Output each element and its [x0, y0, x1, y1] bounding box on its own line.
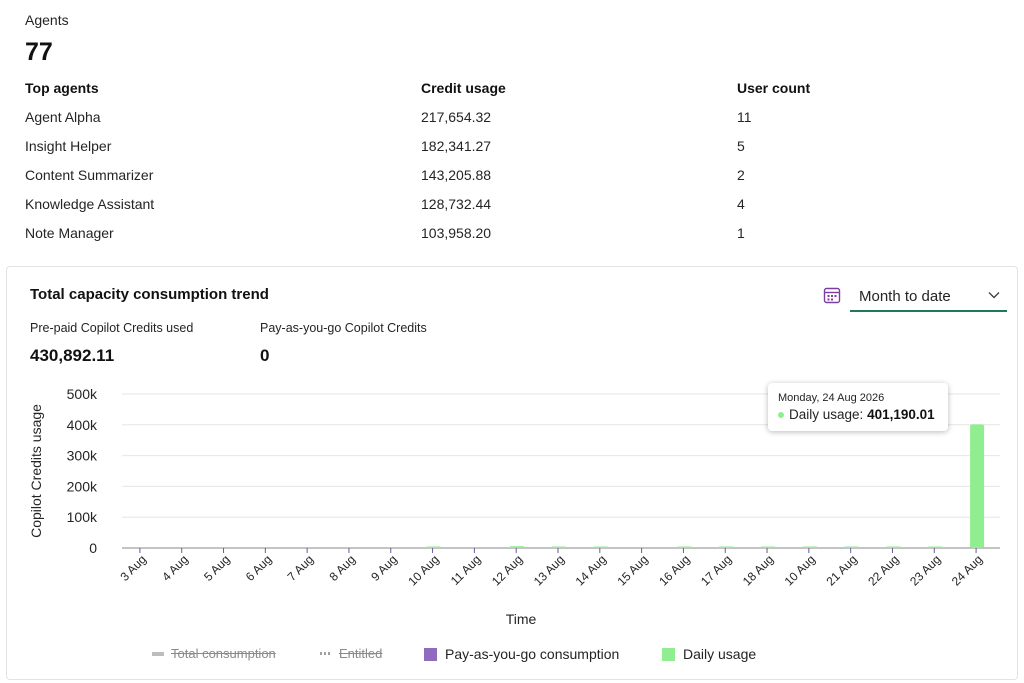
legend-daily-usage[interactable]: Daily usage [662, 646, 756, 662]
y-tick-label: 200k [67, 478, 98, 494]
x-tick-label: 23 Aug [907, 552, 943, 588]
legend-swatch [152, 651, 164, 656]
x-tick-label: 8 Aug [326, 552, 358, 584]
y-tick-label: 0 [89, 540, 97, 556]
legend-payg-consumption[interactable]: Pay-as-you-go consumption [424, 646, 619, 662]
x-tick-label: 7 Aug [285, 552, 317, 584]
legend-total-consumption[interactable]: Total consumption [152, 646, 276, 661]
x-tick-label: 12 Aug [489, 552, 525, 588]
prepaid-credits-value: 430,892.11 [30, 346, 115, 365]
table-row[interactable]: Agent Alpha 217,654.32 11 [0, 109, 1024, 133]
x-tick-label: 10 Aug [405, 552, 441, 588]
legend-swatch [662, 647, 675, 661]
agent-name: Content Summarizer [25, 167, 154, 183]
chevron-down-icon [988, 292, 1000, 299]
table-row[interactable]: Content Summarizer 143,205.88 2 [0, 167, 1024, 191]
legend-swatch [424, 647, 437, 661]
bar-24-aug [970, 424, 985, 548]
credit-usage: 217,654.32 [421, 109, 492, 125]
tooltip-line: Daily usage: 401,190.01 [789, 407, 935, 422]
trend-title: Total capacity consumption trend [30, 286, 269, 303]
consumption-chart: 0 100k 200k 300k 400k 500k Copilot Credits usa… [28, 386, 1000, 627]
table-header-row: Top agents Credit usage User count [0, 80, 1024, 104]
x-tick-label: 21 Aug [823, 552, 859, 588]
date-range-dropdown[interactable]: Month to date [850, 280, 1007, 312]
user-count: 5 [737, 138, 745, 154]
x-tick-label: 24 Aug [949, 552, 985, 588]
tooltip-series-label: Daily usage: [789, 407, 864, 422]
x-tick-label: 15 Aug [614, 552, 650, 588]
y-tick-label: 300k [67, 448, 98, 464]
agent-name: Knowledge Assistant [25, 196, 155, 212]
consumption-trend-card: Total capacity consumption trend Month t… [6, 266, 1018, 680]
agents-count: 77 [25, 38, 53, 66]
x-tick-label: 10 Aug [782, 552, 818, 588]
date-range-value: Month to date [859, 288, 951, 305]
payg-credits-value: 0 [260, 346, 270, 365]
bar-21-aug [844, 546, 859, 548]
calendar-icon[interactable] [823, 286, 841, 304]
x-tick-label: 4 Aug [159, 552, 191, 584]
x-axis-label: Time [506, 611, 537, 627]
bar-22-aug [886, 546, 901, 548]
agent-name: Note Manager [25, 225, 114, 241]
legend-entitled[interactable]: Entitled [320, 646, 382, 661]
bar-14-aug [593, 546, 608, 548]
bar-10-aug [426, 546, 441, 548]
user-count: 4 [737, 196, 745, 212]
agent-name: Agent Alpha [25, 109, 101, 125]
prepaid-credits-label: Pre-paid Copilot Credits used [30, 321, 194, 335]
chart-tooltip: Monday, 24 Aug 2026 Daily usage: 401,190… [768, 383, 948, 431]
y-tick-label: 400k [67, 417, 98, 433]
bar-18-aug [761, 546, 776, 548]
legend-label: Daily usage [683, 646, 757, 662]
bar-13-aug [552, 546, 566, 548]
x-tick-label: 13 Aug [531, 552, 567, 588]
bar-23-aug [928, 546, 943, 548]
x-tick-label: 6 Aug [243, 552, 275, 584]
bar-10-aug [802, 546, 817, 548]
credit-usage: 128,732.44 [421, 196, 492, 212]
table-row[interactable]: Note Manager 103,958.20 1 [0, 225, 1024, 249]
legend-swatch [320, 652, 332, 655]
user-count: 1 [737, 225, 745, 241]
x-tick-label: 16 Aug [656, 552, 692, 588]
user-count: 11 [737, 109, 752, 125]
bar-12-aug [510, 546, 525, 548]
x-tick-label: 22 Aug [865, 552, 901, 588]
agent-name: Insight Helper [25, 138, 112, 154]
x-tick-label: 5 Aug [201, 552, 233, 584]
x-tick-label: 17 Aug [698, 552, 734, 588]
credit-usage: 103,958.20 [421, 225, 492, 241]
legend-label: Pay-as-you-go consumption [445, 646, 620, 662]
table-row[interactable]: Knowledge Assistant 128,732.44 4 [0, 196, 1024, 220]
column-header-top-agents[interactable]: Top agents [25, 80, 99, 96]
y-tick-label: 100k [67, 509, 98, 525]
agents-section: Agents 77 Top agents Credit usage User c… [0, 0, 1024, 262]
y-axis-label: Copilot Credits usage [28, 404, 44, 538]
x-tick-label: 9 Aug [368, 552, 400, 584]
legend-label: Total consumption [171, 646, 276, 661]
table-row[interactable]: Insight Helper 182,341.27 5 [0, 138, 1024, 162]
x-tick-label: 3 Aug [117, 552, 149, 584]
credit-usage: 182,341.27 [421, 138, 492, 154]
bar-17-aug [719, 546, 734, 548]
tooltip-date: Monday, 24 Aug 2026 [778, 392, 885, 404]
chart-legend: Total consumption Entitled Pay-as-you-go… [7, 645, 1019, 667]
column-header-user-count[interactable]: User count [737, 80, 811, 96]
bar-16-aug [677, 546, 692, 548]
x-tick-label: 11 Aug [448, 552, 484, 588]
user-count: 2 [737, 167, 745, 183]
column-header-credit-usage[interactable]: Credit usage [421, 80, 506, 96]
tooltip-series-dot [778, 412, 784, 418]
agents-label: Agents [25, 12, 69, 28]
credit-usage: 143,205.88 [421, 167, 492, 183]
legend-label: Entitled [339, 646, 383, 661]
tooltip-value: 401,190.01 [867, 407, 935, 422]
y-tick-label: 500k [67, 386, 98, 402]
payg-credits-label: Pay-as-you-go Copilot Credits [260, 321, 427, 335]
x-tick-label: 18 Aug [740, 552, 776, 588]
x-tick-label: 14 Aug [573, 552, 609, 588]
